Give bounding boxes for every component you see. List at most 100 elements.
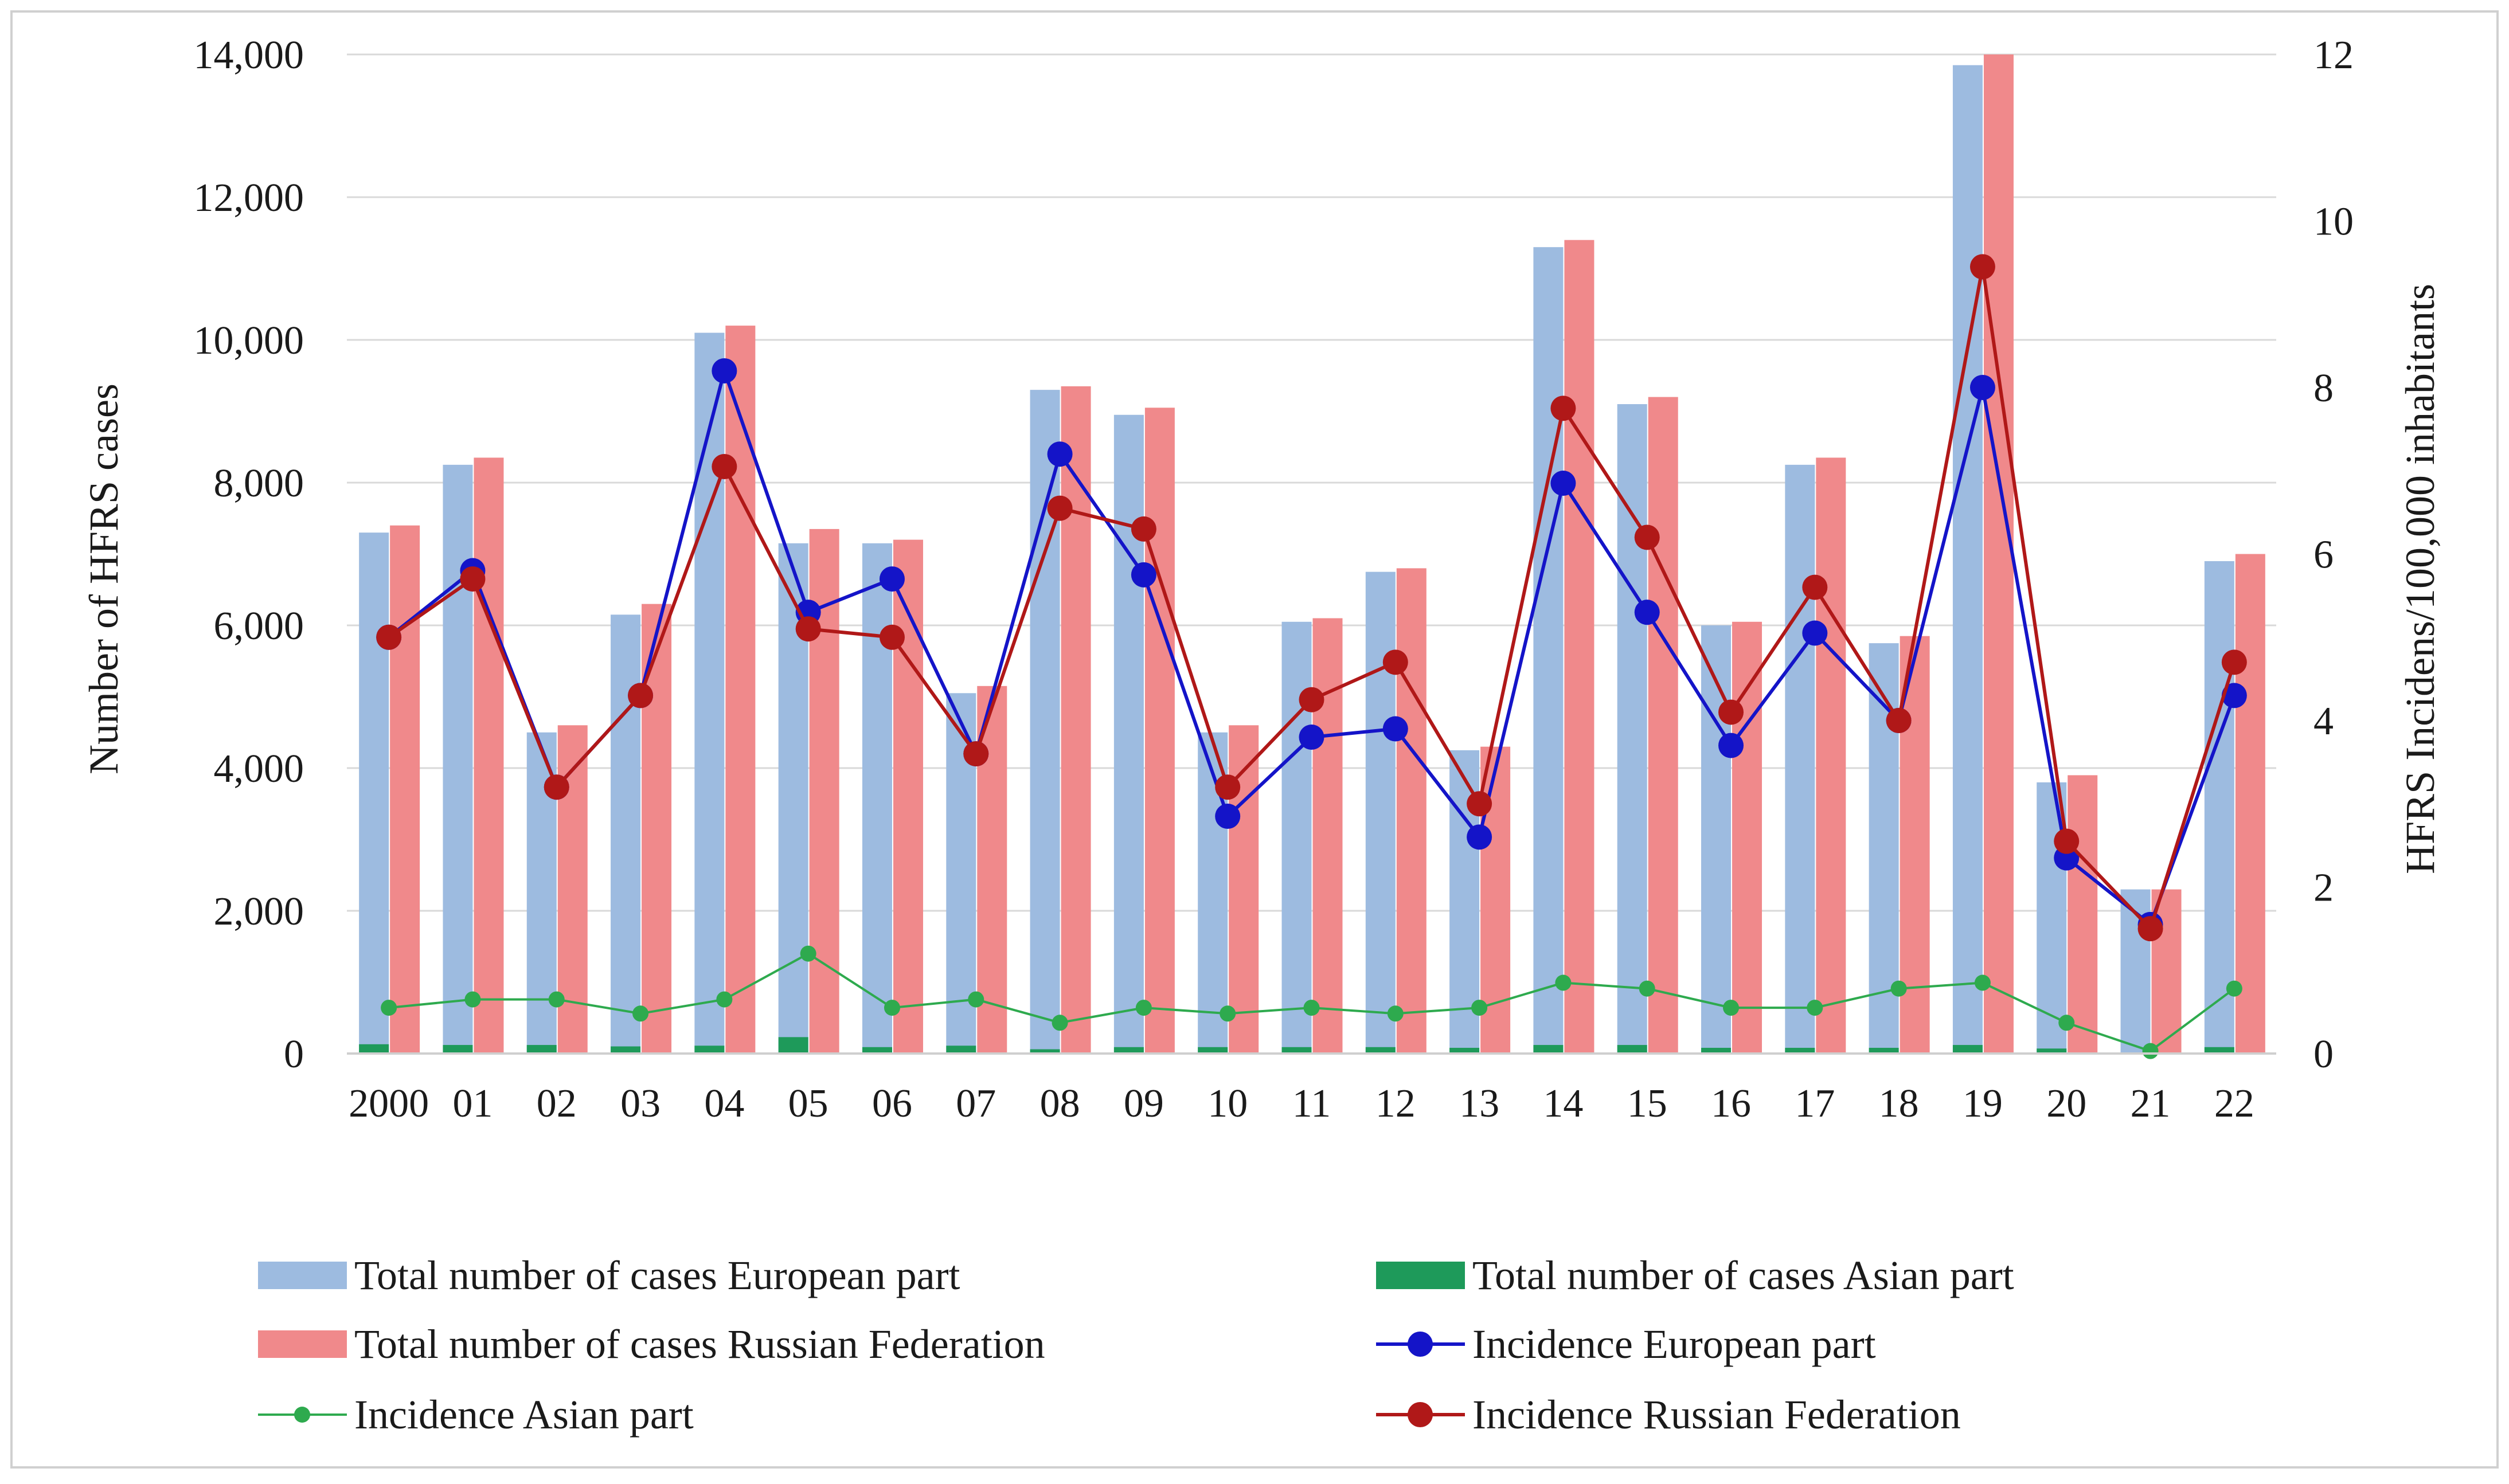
left-axis-title: Number of HFRS cases: [81, 383, 127, 774]
point-incidence-european-part: [712, 358, 737, 383]
bar-european-part: [1785, 464, 1815, 1054]
bar-russian-federation: [1229, 725, 1259, 1054]
point-incidence-russian-federation: [1047, 495, 1073, 521]
legend-swatch-marker: [1408, 1402, 1433, 1427]
point-incidence-european-part: [1802, 620, 1828, 646]
point-incidence-asian-part: [381, 1000, 397, 1016]
x-tick-label: 21: [2131, 1082, 2171, 1126]
bar-asian-part: [862, 1047, 892, 1054]
x-tick-label: 09: [1124, 1082, 1164, 1126]
x-tick-label: 02: [537, 1082, 577, 1126]
x-tick-label: 07: [956, 1082, 996, 1126]
point-incidence-russian-federation: [628, 683, 654, 708]
point-incidence-russian-federation: [879, 624, 905, 650]
point-incidence-european-part: [1382, 716, 1408, 742]
point-incidence-asian-part: [1052, 1015, 1068, 1031]
point-incidence-european-part: [1969, 375, 1995, 400]
bar-european-part: [1365, 571, 1396, 1054]
x-tick-label: 20: [2046, 1082, 2086, 1126]
point-incidence-european-part: [1047, 441, 1073, 467]
bar-asian-part: [1113, 1047, 1144, 1054]
point-incidence-asian-part: [464, 991, 481, 1008]
bar-asian-part: [1952, 1045, 1983, 1054]
x-tick-label: 11: [1292, 1082, 1331, 1126]
point-incidence-russian-federation: [1634, 524, 1660, 550]
point-incidence-asian-part: [1555, 974, 1572, 991]
left-tick-label: 2,000: [214, 890, 304, 934]
point-incidence-asian-part: [1303, 1000, 1320, 1016]
point-incidence-russian-federation: [376, 624, 402, 650]
legend-label: Total number of cases Russian Federation: [354, 1321, 1045, 1367]
point-incidence-russian-federation: [2137, 916, 2163, 942]
point-incidence-russian-federation: [2054, 828, 2080, 854]
legend-item: Total number of cases European part: [258, 1252, 960, 1298]
legend-swatch: [1376, 1262, 1465, 1289]
bar-asian-part: [1701, 1048, 1732, 1054]
x-tick-label: 12: [1375, 1082, 1416, 1126]
point-incidence-asian-part: [1220, 1005, 1236, 1022]
bar-european-part: [359, 532, 389, 1054]
bar-russian-federation: [474, 457, 504, 1054]
bar-asian-part: [1198, 1047, 1228, 1054]
point-incidence-asian-part: [1387, 1005, 1404, 1022]
lines-layer: [376, 254, 2247, 1059]
x-tick-label: 08: [1040, 1082, 1080, 1126]
legend-swatch-marker: [294, 1407, 310, 1423]
bar-asian-part: [946, 1046, 976, 1054]
point-incidence-asian-part: [1723, 1000, 1740, 1016]
legend-label: Incidence European part: [1472, 1321, 1876, 1367]
point-incidence-european-part: [1215, 804, 1241, 829]
x-tick-label: 14: [1543, 1082, 1583, 1126]
bar-russian-federation: [1648, 397, 1678, 1054]
bar-asian-part: [2204, 1047, 2234, 1054]
legend-swatch: [258, 1262, 347, 1289]
point-incidence-russian-federation: [1802, 574, 1828, 600]
bar-european-part: [1030, 390, 1060, 1054]
point-incidence-russian-federation: [1467, 791, 1492, 817]
point-incidence-asian-part: [884, 1000, 900, 1016]
bar-asian-part: [443, 1045, 473, 1054]
x-tick-label: 06: [872, 1082, 912, 1126]
x-tick-label: 13: [1459, 1082, 1499, 1126]
point-incidence-russian-federation: [1382, 649, 1408, 675]
point-incidence-asian-part: [2058, 1015, 2075, 1031]
bar-asian-part: [611, 1046, 641, 1054]
bar-european-part: [1617, 404, 1647, 1054]
point-incidence-asian-part: [716, 991, 733, 1008]
bar-european-part: [694, 332, 725, 1054]
point-incidence-russian-federation: [712, 453, 737, 479]
legend: Total number of cases European part Total…: [258, 1252, 2014, 1438]
left-tick-label: 8,000: [214, 461, 304, 506]
point-incidence-asian-part: [968, 991, 984, 1008]
bar-russian-federation: [2235, 554, 2265, 1054]
legend-item: Total number of cases Russian Federation: [258, 1321, 1045, 1367]
bar-european-part: [611, 614, 641, 1054]
point-incidence-russian-federation: [963, 741, 989, 767]
point-incidence-european-part: [879, 566, 905, 592]
left-tick-label: 12,000: [194, 176, 304, 220]
point-incidence-asian-part: [548, 991, 565, 1008]
right-tick-label: 12: [2313, 33, 2354, 77]
x-tick-label: 17: [1795, 1082, 1835, 1126]
point-incidence-asian-part: [2226, 980, 2242, 997]
bar-russian-federation: [893, 539, 923, 1054]
bar-european-part: [1701, 625, 1732, 1054]
legend-item: Total number of cases Asian part: [1376, 1252, 2014, 1298]
left-tick-label: 0: [284, 1032, 304, 1076]
right-axis-title: HFRS Incidens/100,000 inhabitants: [2397, 284, 2443, 874]
left-tick-label: 6,000: [214, 604, 304, 648]
point-incidence-asian-part: [1807, 1000, 1823, 1016]
point-incidence-russian-federation: [2221, 649, 2247, 675]
bar-european-part: [1533, 247, 1564, 1054]
legend-item: Incidence Asian part: [258, 1392, 694, 1438]
axes-layer: 0 2,000 4,000 6,000 8,000 10,000 12,000 14,000 0…: [194, 33, 2354, 1126]
point-incidence-russian-federation: [1969, 254, 1995, 280]
point-incidence-russian-federation: [1718, 699, 1744, 725]
point-incidence-european-part: [1634, 600, 1660, 625]
point-incidence-russian-federation: [1886, 708, 1912, 733]
bar-asian-part: [526, 1045, 557, 1054]
bar-asian-part: [2037, 1048, 2067, 1054]
point-incidence-russian-federation: [460, 566, 486, 592]
bar-asian-part: [778, 1037, 808, 1054]
